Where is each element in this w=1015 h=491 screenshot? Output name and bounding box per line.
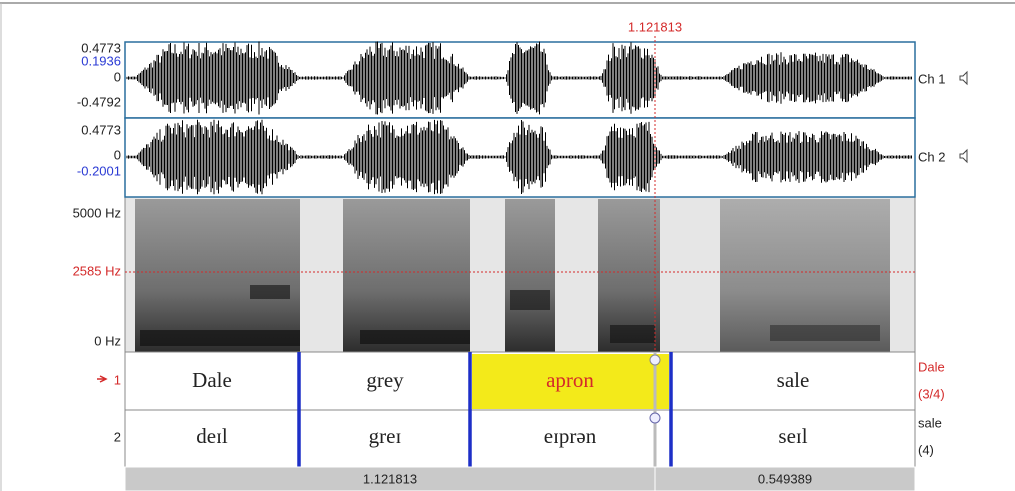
formant — [140, 330, 300, 346]
amplitude-label: 0 — [114, 69, 121, 84]
interval-text: greɪ — [369, 424, 402, 448]
cursor-handle[interactable] — [650, 413, 660, 423]
tier-status: sale — [918, 415, 942, 430]
tier-status: (3/4) — [918, 386, 945, 401]
tier-status: (4) — [918, 442, 934, 457]
frequency-label: 2585 Hz — [73, 263, 121, 278]
interval-text: seɪl — [778, 424, 807, 448]
time-label: 1.121813 — [363, 471, 417, 486]
cursor-time: 1.121813 — [628, 19, 682, 34]
page: { "cursor_time": "1.121813", "channels":… — [0, 0, 1015, 491]
interval-text: Dale — [192, 368, 232, 392]
formant — [360, 330, 470, 344]
interval-text: deɪl — [196, 424, 228, 448]
spectrogram-voiced — [505, 199, 555, 352]
channel-name: Ch 1 — [918, 71, 945, 86]
formant — [510, 290, 550, 310]
spectrogram — [125, 197, 915, 352]
amplitude-label: 0.1936 — [81, 53, 121, 68]
tier-number: 2 — [114, 429, 121, 444]
amplitude-label: -0.2001 — [77, 163, 121, 178]
interval-text: sale — [777, 368, 810, 392]
textgrid-editor: 0.4773 0.1936 0 -0.4792 0.4773 0 -0.2001… — [0, 0, 1015, 491]
tier-number: 1 — [114, 372, 121, 387]
formant — [250, 285, 290, 299]
time-label: 0.549389 — [758, 471, 812, 486]
formant — [770, 325, 880, 341]
interval-text: eɪprən — [544, 424, 597, 448]
spectrogram-voiced — [135, 199, 300, 352]
amplitude-label: -0.4792 — [77, 94, 121, 109]
channel-name: Ch 2 — [918, 149, 945, 164]
formant — [610, 325, 655, 343]
frequency-label: 0 Hz — [94, 333, 121, 348]
amplitude-label: 0 — [114, 147, 121, 162]
spectrogram-voiced — [343, 199, 470, 352]
frequency-label: 5000 Hz — [73, 205, 121, 220]
cursor-handle[interactable] — [650, 355, 660, 365]
amplitude-label: 0.4773 — [81, 122, 121, 137]
tier-status: Dale — [918, 359, 945, 374]
interval-text: grey — [366, 368, 404, 392]
interval-text: apron — [546, 368, 594, 392]
